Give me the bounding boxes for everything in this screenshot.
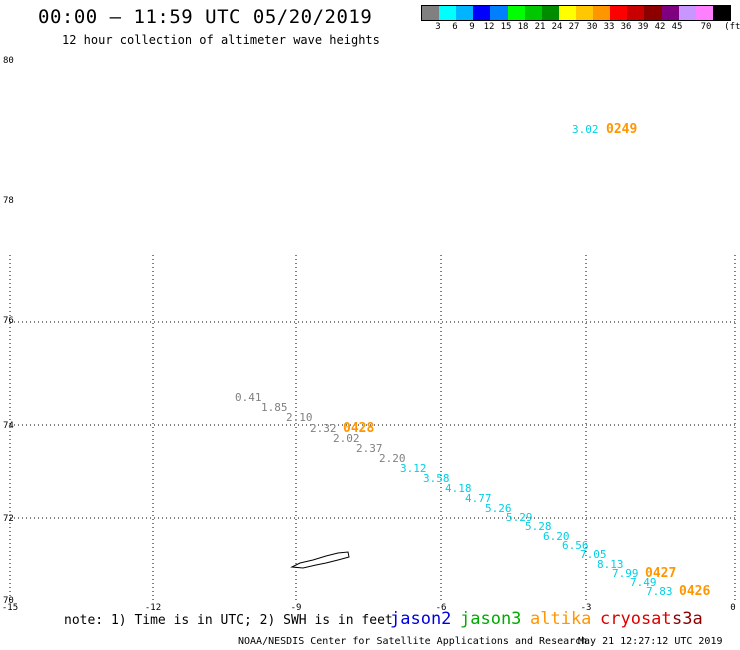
color-scale-legend (421, 5, 731, 21)
legend-label: 36 (620, 22, 632, 32)
legend-label: 18 (517, 22, 529, 32)
wave-height-label: 3.58 (423, 472, 450, 485)
legend-swatch (507, 6, 525, 20)
latitude-tick-label: 70 (3, 596, 14, 606)
legend-label: 70 (700, 22, 712, 32)
satellite-jason2: jason2 (390, 609, 452, 629)
legend-label: 42 (654, 22, 666, 32)
longitude-tick-label: -15 (2, 603, 18, 613)
latitude-tick-label: 80 (3, 56, 14, 66)
legend-label: 9 (469, 22, 475, 32)
wave-height-label: 3.02 (572, 123, 599, 136)
legend-swatch (712, 6, 730, 20)
wave-height-label: 8.13 (597, 558, 624, 571)
wave-height-label: 5.29 (506, 511, 533, 524)
wave-height-label: 7.99 (612, 567, 639, 580)
legend-swatch (558, 6, 576, 20)
legend-label: 3 (435, 22, 441, 32)
wave-height-label: 5.28 (525, 520, 552, 533)
wave-height-label: 3.12 (400, 462, 427, 475)
legend-swatch (593, 6, 611, 20)
wave-height-label: 5.26 (485, 502, 512, 515)
legend-label: 33 (603, 22, 615, 32)
pass-time-label: 0428 (343, 421, 374, 436)
pass-time-label: 0427 (645, 566, 676, 581)
graticule-grid (9, 255, 736, 600)
legend-label: 39 (637, 22, 649, 32)
legend-label: (ft) (724, 22, 740, 32)
wave-height-label: 0.41 (235, 391, 262, 404)
wave-height-label: 6.20 (543, 530, 570, 543)
legend-swatch (524, 6, 542, 20)
satellite-s3a: s3a (672, 609, 703, 629)
legend-label: 30 (586, 22, 598, 32)
legend-swatch (422, 6, 440, 20)
legend-swatch (627, 6, 645, 20)
legend-label: 45 (671, 22, 683, 32)
legend-swatch (695, 6, 713, 20)
latitude-tick-label: 72 (3, 514, 14, 524)
satellite-altika: altika (530, 609, 592, 629)
wave-height-labels: 0.411.852.102.322.022.372.203.123.584.18… (235, 122, 710, 599)
legend-label: 27 (568, 22, 580, 32)
wave-height-label: 4.18 (445, 482, 472, 495)
latitude-tick-label: 74 (3, 421, 14, 431)
footer-note: note: 1) Time is in UTC; 2) SWH is in fe… (64, 613, 393, 628)
page-title: 00:00 – 11:59 UTC 05/20/2019 (38, 6, 373, 28)
wave-height-label: 1.85 (261, 401, 288, 414)
legend-label: 15 (500, 22, 512, 32)
wave-height-label: 7.49 (630, 576, 657, 589)
legend-swatch (439, 6, 457, 20)
latitude-tick-label: 76 (3, 316, 14, 326)
legend-label: 21 (534, 22, 546, 32)
legend-swatch (610, 6, 628, 20)
legend-swatch (541, 6, 559, 20)
latitude-tick-label: 78 (3, 196, 14, 206)
wave-height-label: 4.77 (465, 492, 492, 505)
pass-time-label: 0249 (606, 122, 637, 137)
legend-label: 24 (551, 22, 563, 32)
legend-label: 6 (452, 22, 458, 32)
credit-line: NOAA/NESDIS Center for Satellite Applica… (238, 636, 588, 647)
wave-height-label: 7.05 (580, 548, 607, 561)
island-coastline (290, 551, 350, 569)
wave-height-label: 2.37 (356, 442, 383, 455)
wave-height-label: 2.10 (286, 411, 313, 424)
wave-height-label: 6.56 (562, 539, 589, 552)
legend-swatch (456, 6, 474, 20)
longitude-tick-label: 0 (730, 603, 735, 613)
legend-swatch (678, 6, 696, 20)
legend-swatch (575, 6, 594, 20)
generation-timestamp: May 21 12:27:12 UTC 2019 (578, 636, 723, 647)
satellite-jason3: jason3 (460, 609, 522, 629)
legend-swatch (490, 6, 508, 20)
legend-swatch (644, 6, 662, 20)
longitude-tick-label: -3 (581, 603, 592, 613)
longitude-tick-label: -9 (291, 603, 302, 613)
satellite-cryosat: cryosat (600, 609, 672, 629)
wave-height-label: 2.32 (310, 422, 337, 435)
wave-height-label: 7.83 (646, 585, 673, 598)
legend-label: 12 (483, 22, 495, 32)
page-subtitle: 12 hour collection of altimeter wave hei… (62, 33, 380, 47)
wave-height-label: 2.02 (333, 432, 360, 445)
longitude-tick-label: -12 (145, 603, 161, 613)
pass-time-label: 0426 (679, 584, 710, 599)
legend-swatch (661, 6, 679, 20)
axis-labels: 80 78 76 74 72 70-15 -12 -9 -6 -3 0 (2, 56, 736, 613)
longitude-tick-label: -6 (436, 603, 447, 613)
wave-height-label: 2.20 (379, 452, 406, 465)
legend-swatch (473, 6, 491, 20)
